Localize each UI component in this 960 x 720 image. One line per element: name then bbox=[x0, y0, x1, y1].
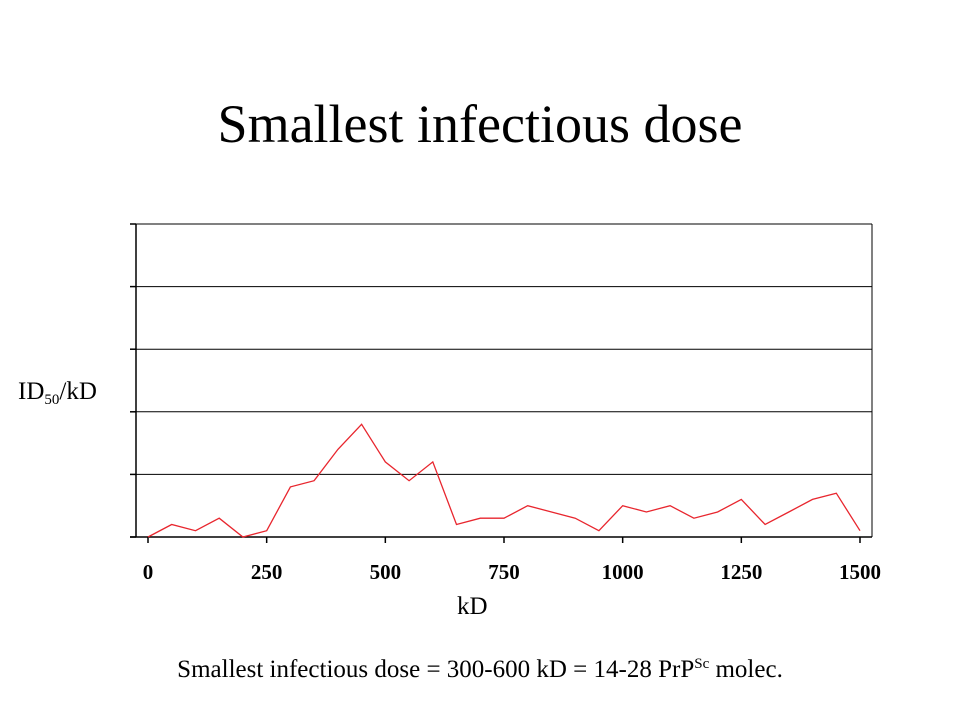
x-tick-label: 0 bbox=[143, 560, 154, 584]
slide-title: Smallest infectious dose bbox=[217, 94, 743, 154]
series-lines bbox=[147, 423, 861, 538]
x-tick-label: 500 bbox=[370, 560, 402, 584]
axes bbox=[130, 223, 873, 543]
x-tick-labels: 0 250 500 750 1000 1250 1500 bbox=[143, 560, 881, 584]
x-tick-label: 1500 bbox=[839, 560, 881, 584]
x-tick-label: 750 bbox=[488, 560, 520, 584]
series-line bbox=[147, 423, 861, 538]
x-axis-label: kD bbox=[457, 593, 488, 620]
footnote: Smallest infectious dose = 300-600 kD = … bbox=[177, 656, 783, 683]
line-chart: 0 250 500 750 1000 1250 1500 bbox=[130, 223, 881, 584]
y-axis-label: ID50/kD bbox=[18, 378, 97, 408]
x-tick-label: 1250 bbox=[720, 560, 762, 584]
x-tick-label: 250 bbox=[251, 560, 283, 584]
x-tick-label: 1000 bbox=[602, 560, 644, 584]
gridlines bbox=[136, 223, 872, 475]
